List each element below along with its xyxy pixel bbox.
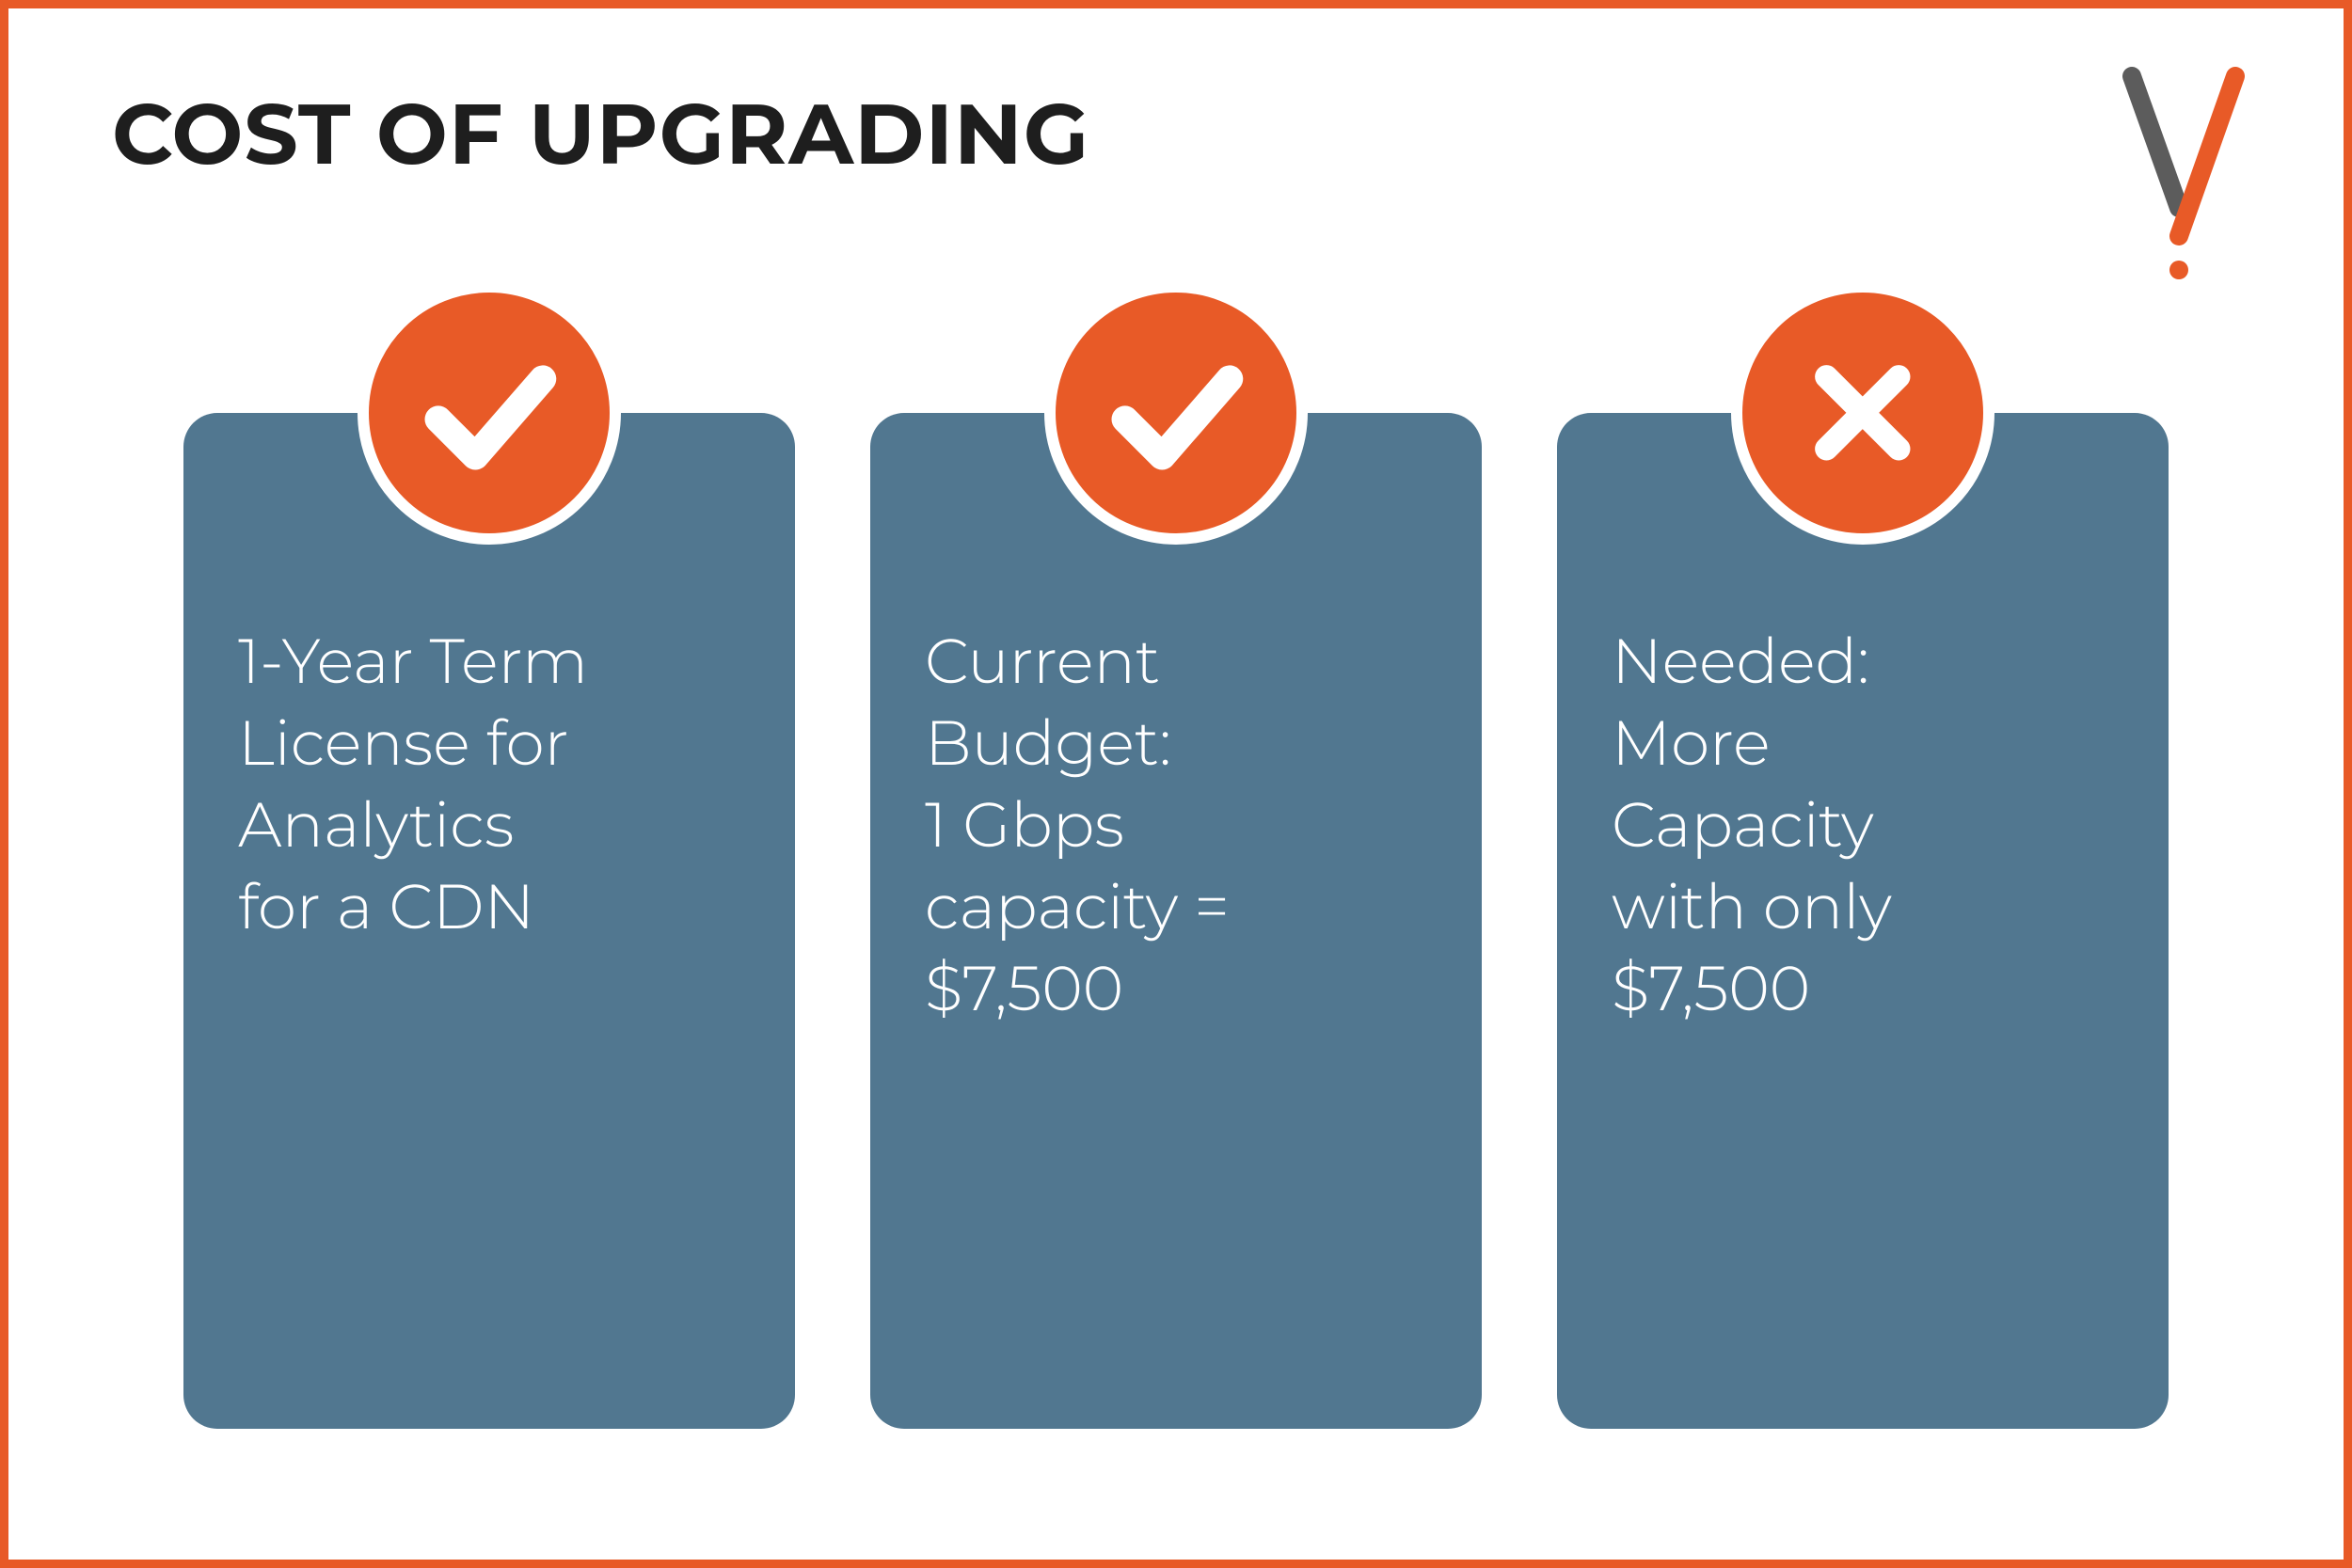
- logo-orange-stroke: [2179, 76, 2235, 236]
- slide-canvas: COST OF UPGRADING 1-Year Term License fo…: [0, 0, 2352, 1568]
- check-badge: [358, 281, 621, 545]
- info-card: 1-Year Term License for Analytics for a …: [183, 413, 795, 1429]
- cards-row: 1-Year Term License for Analytics for a …: [8, 413, 2344, 1429]
- logo-svg: [2094, 67, 2264, 283]
- info-card: Needed: More Capacity with only $7,500: [1557, 413, 2169, 1429]
- check-badge: [1044, 281, 1308, 545]
- check-icon: [405, 328, 573, 497]
- slide-title: COST OF UPGRADING: [112, 82, 1089, 185]
- logo-gray-stroke: [2132, 76, 2179, 208]
- cross-icon: [1790, 341, 1935, 485]
- brand-logo: [2094, 67, 2264, 283]
- cross-badge: [1731, 281, 1994, 545]
- check-icon: [1091, 328, 1260, 497]
- info-card: Current Budget: 1 Gbps capacity = $7,500: [870, 413, 1482, 1429]
- logo-dot: [2169, 261, 2188, 279]
